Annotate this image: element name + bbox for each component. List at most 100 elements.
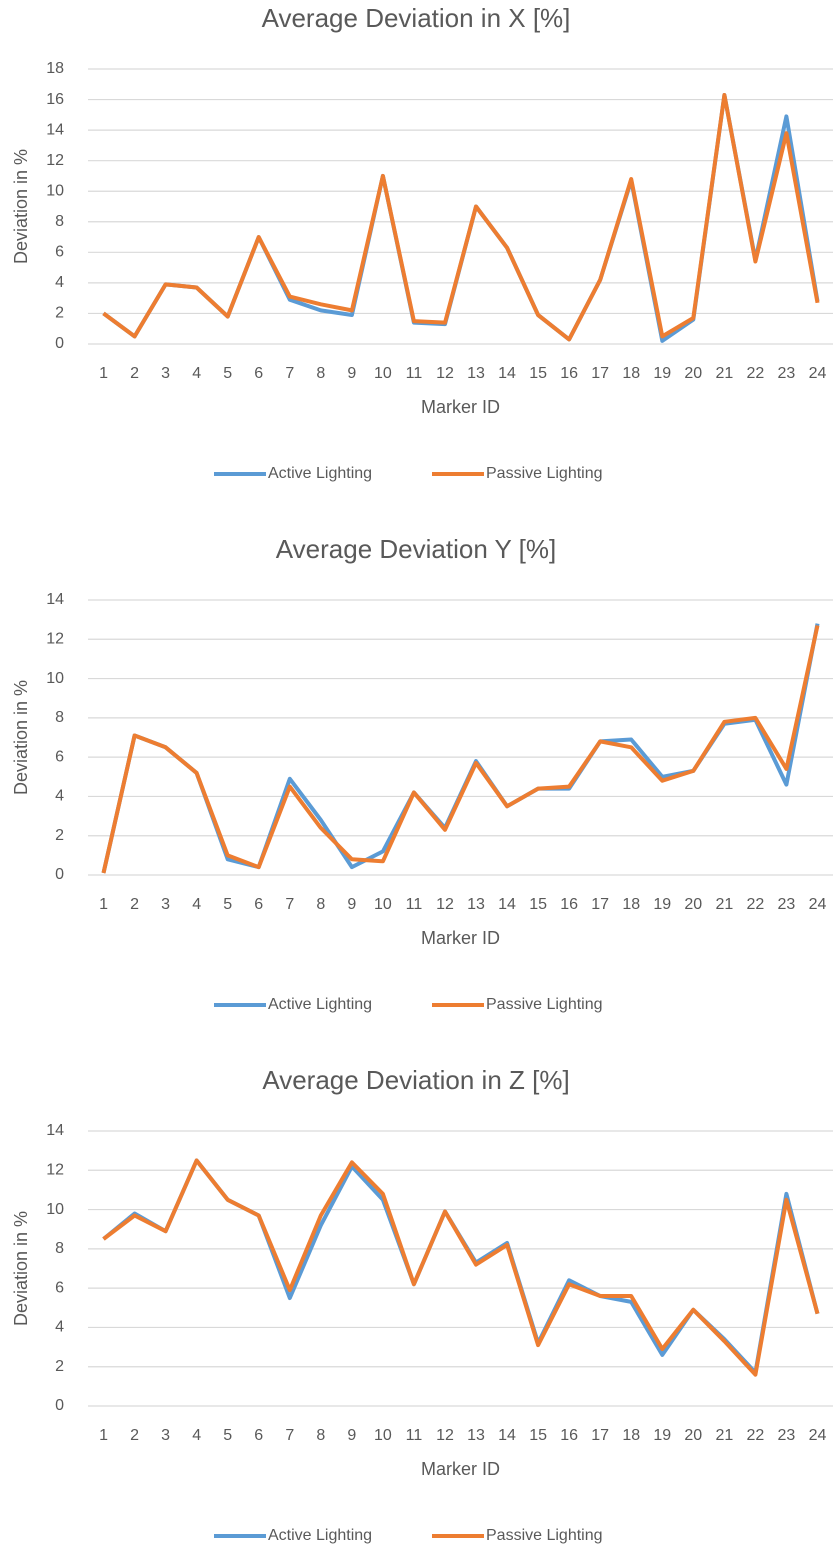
x-tick-label: 7	[285, 365, 294, 382]
x-tick-label: 23	[778, 1427, 796, 1444]
x-tick-label: 6	[254, 896, 263, 913]
y-tick-label: 2	[55, 1358, 64, 1375]
legend-label: Passive Lighting	[486, 996, 603, 1013]
x-axis-label: Marker ID	[421, 397, 500, 417]
x-tick-label: 8	[316, 365, 325, 382]
x-tick-label: 20	[684, 896, 702, 913]
x-tick-label: 4	[192, 365, 201, 382]
x-tick-label: 11	[406, 896, 423, 913]
y-tick-label: 6	[55, 748, 64, 765]
x-tick-label: 22	[746, 365, 764, 382]
x-tick-label: 18	[622, 365, 640, 382]
x-tick-label: 9	[347, 896, 356, 913]
legend-label: Passive Lighting	[486, 465, 603, 482]
y-axis-label: Deviation in %	[11, 680, 31, 795]
y-tick-label: 10	[46, 1201, 64, 1218]
x-tick-label: 14	[498, 1427, 516, 1444]
y-tick-label: 10	[46, 182, 64, 199]
x-tick-label: 14	[498, 896, 516, 913]
series-line	[101, 625, 820, 874]
legend-label: Active Lighting	[268, 1527, 372, 1544]
x-tick-label: 3	[161, 365, 170, 382]
x-tick-label: 8	[316, 896, 325, 913]
y-tick-label: 2	[55, 827, 64, 844]
x-tick-label: 9	[347, 1427, 356, 1444]
series-line	[102, 93, 820, 343]
x-tick-label: 15	[529, 1427, 547, 1444]
y-tick-label: 4	[55, 274, 64, 291]
x-tick-label: 11	[406, 1427, 423, 1444]
x-tick-label: 4	[192, 1427, 201, 1444]
y-tick-label: 12	[46, 1162, 64, 1179]
x-tick-label: 16	[560, 1427, 578, 1444]
x-tick-label: 21	[715, 896, 733, 913]
y-axis-label: Deviation in %	[11, 149, 31, 264]
x-tick-label: 19	[653, 365, 671, 382]
x-tick-label: 2	[130, 365, 139, 382]
x-tick-label: 2	[130, 1427, 139, 1444]
x-tick-label: 17	[591, 365, 609, 382]
x-tick-label: 5	[223, 365, 232, 382]
x-tick-label: 24	[809, 365, 827, 382]
y-tick-label: 0	[55, 335, 64, 352]
y-tick-label: 6	[55, 1279, 64, 1296]
x-tick-label: 14	[498, 365, 516, 382]
x-tick-label: 13	[467, 896, 485, 913]
x-tick-label: 12	[436, 1427, 454, 1444]
y-tick-label: 8	[55, 709, 64, 726]
x-tick-label: 23	[778, 896, 796, 913]
x-tick-label: 10	[374, 896, 392, 913]
x-tick-label: 12	[436, 896, 454, 913]
x-tick-label: 15	[529, 365, 547, 382]
chart: Average Deviation in X [%] Deviation in %…	[11, 3, 833, 482]
x-tick-label: 13	[467, 1427, 485, 1444]
chart-title: Average Deviation in Z [%]	[262, 1065, 569, 1095]
series-line	[102, 1158, 820, 1377]
x-tick-label: 1	[99, 1427, 108, 1444]
x-tick-label: 21	[715, 365, 733, 382]
y-tick-label: 14	[46, 121, 64, 138]
x-tick-label: 11	[406, 365, 423, 382]
x-tick-label: 8	[316, 1427, 325, 1444]
y-tick-label: 8	[55, 213, 64, 230]
legend-label: Active Lighting	[268, 465, 372, 482]
x-tick-label: 5	[223, 896, 232, 913]
x-tick-label: 7	[285, 1427, 294, 1444]
series-line	[102, 93, 820, 342]
x-tick-label: 20	[684, 1427, 702, 1444]
x-tick-label: 4	[192, 896, 201, 913]
y-tick-label: 12	[46, 152, 64, 169]
y-tick-label: 10	[46, 670, 64, 687]
x-axis-label: Marker ID	[421, 928, 500, 948]
y-tick-label: 0	[55, 866, 64, 883]
x-tick-label: 1	[99, 365, 108, 382]
y-tick-label: 4	[55, 1319, 64, 1336]
y-tick-label: 12	[46, 631, 64, 648]
x-tick-label: 10	[374, 365, 392, 382]
y-tick-label: 14	[46, 1122, 64, 1139]
x-tick-label: 16	[560, 896, 578, 913]
x-tick-label: 13	[467, 365, 485, 382]
x-tick-label: 1	[99, 896, 108, 913]
series-line	[102, 1158, 820, 1375]
y-axis-label: Deviation in %	[11, 1211, 31, 1326]
x-tick-label: 22	[746, 1427, 764, 1444]
x-tick-label: 22	[746, 896, 764, 913]
y-tick-label: 6	[55, 244, 64, 261]
y-tick-label: 14	[46, 591, 64, 608]
x-tick-label: 19	[653, 896, 671, 913]
x-tick-label: 6	[254, 1427, 263, 1444]
x-tick-label: 18	[622, 1427, 640, 1444]
y-tick-label: 18	[46, 60, 64, 77]
chart-title: Average Deviation Y [%]	[276, 534, 556, 564]
x-tick-label: 3	[161, 896, 170, 913]
x-tick-label: 17	[591, 1427, 609, 1444]
x-tick-label: 6	[254, 365, 263, 382]
legend-label: Passive Lighting	[486, 1527, 603, 1544]
x-tick-label: 21	[715, 1427, 733, 1444]
x-tick-label: 24	[809, 1427, 827, 1444]
x-tick-label: 17	[591, 896, 609, 913]
x-tick-label: 19	[653, 1427, 671, 1444]
